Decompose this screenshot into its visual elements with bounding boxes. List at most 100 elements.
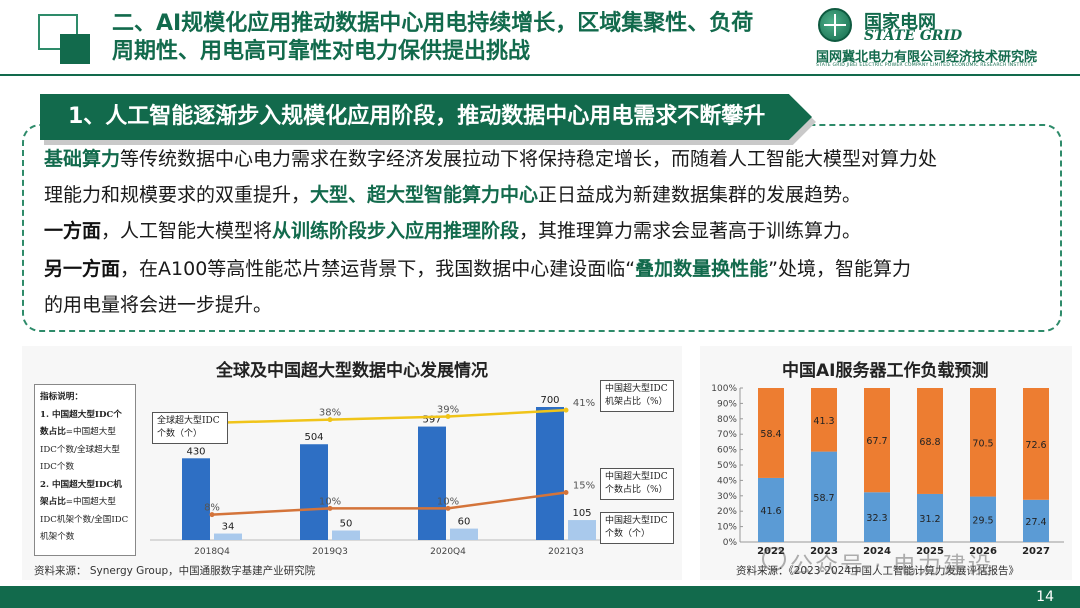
paragraph-2: 一方面，人工智能大模型将从训练阶段步入应用推理阶段，其推理算力需求会显著高于训练… (44, 216, 861, 246)
bar-segment-orange (970, 388, 996, 497)
x-tick-label: 2026 (969, 546, 997, 557)
bar-cn-idc (332, 530, 360, 540)
data-label-cn: 60 (458, 517, 471, 528)
bar-segment-orange (1023, 388, 1049, 500)
data-label-cn: 50 (340, 519, 353, 530)
note-title: 指标说明： (40, 392, 83, 402)
data-label-blue: 31.2 (919, 514, 940, 525)
header-square-fill (60, 34, 90, 64)
legend-cn-count-share: 中国超大型IDC个数占比（%） (600, 468, 674, 500)
bar-cn-idc (450, 528, 478, 540)
paragraph-1-line-2: 理能力和规模要求的双重提升，大型、超大型智能算力中心正日益成为新建数据集群的发展… (44, 180, 861, 210)
header-square-outline (38, 14, 78, 50)
bar-global-idc (182, 458, 210, 540)
emphasis-on-one-hand: 一方面 (44, 220, 102, 242)
bar-segment-orange (917, 388, 943, 494)
bar-global-idc (536, 407, 564, 540)
data-label-global: 597 (422, 415, 441, 426)
x-tick-label: 2018Q4 (194, 547, 230, 557)
legend-cn-rack-share: 中国超大型IDC机架占比（%） (600, 380, 674, 412)
highlight-ai-center: 大型、超大型智能算力中心 (310, 184, 539, 206)
y-tick-label: 0% (723, 538, 738, 548)
page-title-line-1: 二、AI规模化应用推动数据中心用电持续增长，区域集聚性、负荷 (112, 11, 754, 36)
x-tick-label: 2020Q4 (430, 547, 466, 557)
section-banner-text: 1、人工智能逐渐步入规模化应用阶段，推动数据中心用电需求不断攀升 (68, 104, 766, 129)
logo-cn-text: 国家电网 (864, 12, 936, 33)
left-chart: 430 34 2018Q4 504 50 2019Q3 597 60 2020Q4 700 105 2… (150, 395, 610, 557)
line-point (327, 417, 333, 423)
company-name: 国网冀北电力有限公司经济技术研究院 (816, 50, 1038, 65)
paragraph-text: ，其推理算力需求会显著高于训练算力。 (519, 220, 862, 242)
header-divider (0, 74, 1080, 76)
page-number: 14 (1036, 589, 1054, 605)
note-item-1: 1. 中国超大型IDC个数占比=中国超大型IDC个数/全球超大型IDC个数 (40, 407, 130, 477)
data-label-blue: 58.7 (813, 493, 834, 504)
y-tick-label: 60% (717, 446, 737, 456)
paragraph-text: 理能力和规模要求的双重提升， (44, 184, 311, 206)
x-tick-label: 2021Q3 (548, 547, 584, 557)
data-label-global: 504 (304, 432, 323, 443)
y-tick-label: 40% (717, 476, 737, 486)
bar-cn-idc (568, 520, 596, 540)
watermark: 公众号 · 电力建设 (790, 553, 993, 579)
data-label-orange: 41.3 (813, 416, 834, 427)
y-tick-label: 30% (717, 492, 737, 502)
bar-segment-orange (811, 388, 837, 452)
paragraph-text: ，在A100等高性能芯片禁运背景下，我国数据中心建设面临“ (120, 258, 636, 280)
legend-global-count: 全球超大型IDC个数（个） (152, 412, 228, 444)
line-point (563, 490, 569, 495)
line-rack-share (211, 408, 567, 425)
x-tick-label: 2024 (863, 546, 891, 557)
bar-segment-blue (758, 477, 784, 542)
x-tick-label: 2019Q3 (312, 547, 348, 557)
data-label-blue: 32.3 (866, 513, 887, 524)
globe-icon (818, 8, 852, 42)
bar-segment-blue (811, 451, 837, 542)
line-count-share (211, 491, 567, 516)
bar-global-idc (300, 444, 328, 540)
note-item-2: 2. 中国超大型IDC机架占比=中国超大型IDC机架个数/全国IDC机架个数 (40, 477, 130, 547)
paragraph-text: 正日益成为新建数据集群的发展趋势。 (538, 184, 862, 206)
logo-en-text: STATE GRID (864, 28, 963, 44)
paragraph-3-line-1: 另一方面，在A100等高性能芯片禁运背景下，我国数据中心建设面临“叠加数量换性能… (44, 254, 911, 284)
bar-cn-idc (214, 533, 242, 540)
left-chart-title: 全球及中国超大型数据中心发展情况 (216, 361, 488, 381)
paragraph-text: 等传统数据中心电力需求在数字经济发展拉动下将保持稳定增长，而随着人工智能大模型对… (120, 148, 938, 170)
y-tick-label: 70% (717, 430, 737, 440)
footer-bar (0, 586, 1080, 608)
section-banner (40, 94, 812, 140)
highlight-basic-compute: 基础算力 (44, 148, 121, 170)
y-tick-label: 80% (717, 415, 737, 425)
data-label-cn: 105 (572, 508, 591, 519)
highlight-inference: 从训练阶段步入应用推理阶段 (272, 220, 520, 242)
y-tick-label: 10% (717, 523, 737, 533)
data-label-orange: 58.4 (760, 429, 781, 440)
state-grid-logo: 国家电网 STATE GRID 国网冀北电力有限公司经济技术研究院 STATE … (810, 6, 1078, 68)
line-label: 39% (437, 405, 459, 416)
data-label-orange: 67.7 (866, 436, 887, 447)
data-label-cn: 34 (222, 522, 235, 533)
line-point (327, 505, 333, 511)
x-tick-label: 2023 (810, 546, 838, 557)
wechat-icon (762, 547, 786, 571)
page-title: 二、AI规模化应用推动数据中心用电持续增长，区域集聚性、负荷 周期性、用电高可靠… (112, 10, 792, 66)
bar-segment-orange (864, 388, 890, 493)
y-tick-label: 50% (717, 461, 737, 471)
data-label-orange: 72.6 (1025, 440, 1046, 451)
line-label: 10% (319, 496, 341, 507)
line-point (445, 505, 451, 511)
line-label: 8% (204, 503, 220, 514)
highlight-quantity: 叠加数量换性能 (635, 258, 769, 280)
line-label: 15% (573, 481, 595, 492)
note-item-1-bold: 1. 中国超大型IDC个数占比 (40, 409, 122, 438)
paragraph-text: ”处境，智能算力 (768, 258, 911, 280)
data-label-blue: 29.5 (972, 515, 993, 526)
data-label-orange: 68.8 (919, 437, 940, 448)
data-label-global: 700 (540, 395, 559, 406)
bar-segment-blue (864, 492, 890, 542)
right-chart-source: 资料来源：《2023-2024中国人工智能计算力发展评估报告》 (736, 565, 1019, 577)
data-label-blue: 41.6 (760, 506, 781, 517)
line-point (445, 414, 451, 419)
company-name-en: STATE GRID JIBEI ELECTRIC POWER COMPANY … (816, 63, 1034, 68)
bar-segment-blue (970, 496, 996, 542)
